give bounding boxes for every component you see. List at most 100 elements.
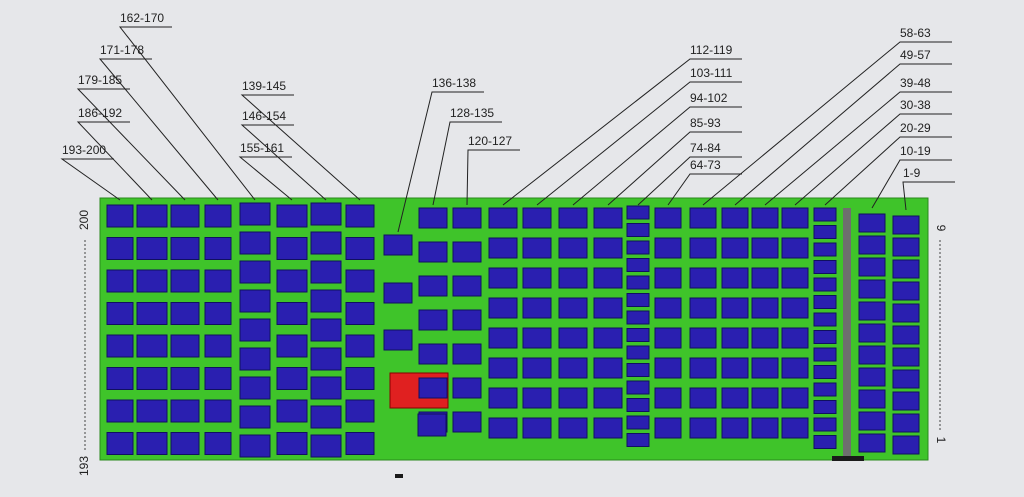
- container: [239, 231, 271, 255]
- group-label: 85-93: [690, 116, 721, 130]
- container: [558, 387, 588, 409]
- group-label: 186-192: [78, 106, 122, 120]
- container: [626, 345, 650, 360]
- leader-line: [397, 91, 484, 233]
- group-label: 94-102: [690, 91, 728, 105]
- container: [858, 301, 886, 321]
- container: [452, 343, 482, 365]
- container: [892, 435, 920, 455]
- container: [417, 413, 447, 437]
- container: [858, 279, 886, 299]
- container: [239, 260, 271, 284]
- container: [106, 269, 134, 293]
- container: [892, 369, 920, 389]
- container: [858, 411, 886, 431]
- group-label: 112-119: [690, 43, 733, 57]
- container: [239, 434, 271, 458]
- container: [781, 357, 809, 379]
- container: [276, 269, 308, 293]
- container: [106, 399, 134, 423]
- container: [488, 387, 518, 409]
- container: [626, 205, 650, 220]
- container: [654, 357, 682, 379]
- leader-line: [502, 58, 742, 206]
- leader-line: [572, 106, 742, 206]
- container: [204, 204, 232, 228]
- container: [593, 297, 623, 319]
- container: [721, 327, 749, 349]
- container: [626, 380, 650, 395]
- container: [558, 327, 588, 349]
- container: [345, 237, 375, 260]
- container: [626, 275, 650, 290]
- container: [136, 302, 168, 325]
- container: [593, 417, 623, 439]
- group-label: 139-145: [242, 79, 286, 93]
- container: [892, 259, 920, 279]
- leader-line: [60, 158, 121, 201]
- container: [345, 399, 375, 423]
- container: [239, 289, 271, 313]
- container: [170, 269, 200, 293]
- container: [276, 367, 308, 390]
- container: [345, 269, 375, 293]
- container: [751, 357, 779, 379]
- container: [689, 417, 717, 439]
- container: [310, 434, 342, 458]
- leader-line: [238, 156, 293, 201]
- container: [721, 267, 749, 289]
- container: [558, 237, 588, 259]
- container: [654, 327, 682, 349]
- container: [626, 363, 650, 377]
- container: [418, 343, 448, 365]
- container: [858, 213, 886, 233]
- containers: [106, 202, 920, 458]
- side-label: 193: [77, 456, 91, 476]
- deck-marker: [395, 474, 403, 478]
- container: [418, 275, 448, 297]
- container: [626, 310, 650, 325]
- group-label: 171-178: [100, 43, 144, 57]
- container: [654, 237, 682, 259]
- deck-marker: [832, 456, 864, 461]
- container: [418, 241, 448, 263]
- container: [892, 237, 920, 257]
- container: [452, 241, 482, 263]
- container: [310, 202, 342, 226]
- group-label: 146-154: [242, 109, 286, 123]
- container: [781, 387, 809, 409]
- container: [626, 398, 650, 412]
- container: [813, 347, 837, 362]
- container: [781, 417, 809, 439]
- container: [522, 327, 552, 349]
- container: [522, 237, 552, 259]
- container: [383, 234, 413, 256]
- container: [345, 367, 375, 390]
- container: [781, 237, 809, 259]
- container: [781, 327, 809, 349]
- container: [488, 237, 518, 259]
- container: [721, 387, 749, 409]
- container: [558, 357, 588, 379]
- container: [892, 413, 920, 433]
- container: [418, 377, 448, 399]
- container: [452, 207, 482, 229]
- container: [136, 432, 168, 455]
- container: [626, 223, 650, 237]
- container: [452, 411, 482, 433]
- container: [751, 327, 779, 349]
- leader-line: [734, 63, 952, 206]
- container: [781, 207, 809, 229]
- container: [813, 382, 837, 397]
- container: [452, 309, 482, 331]
- container: [170, 367, 200, 390]
- group-label: 74-84: [690, 141, 721, 155]
- container: [751, 237, 779, 259]
- container: [239, 318, 271, 342]
- container: [558, 417, 588, 439]
- container: [721, 207, 749, 229]
- container: [136, 399, 168, 423]
- container: [170, 237, 200, 260]
- container: [593, 267, 623, 289]
- container: [813, 330, 837, 344]
